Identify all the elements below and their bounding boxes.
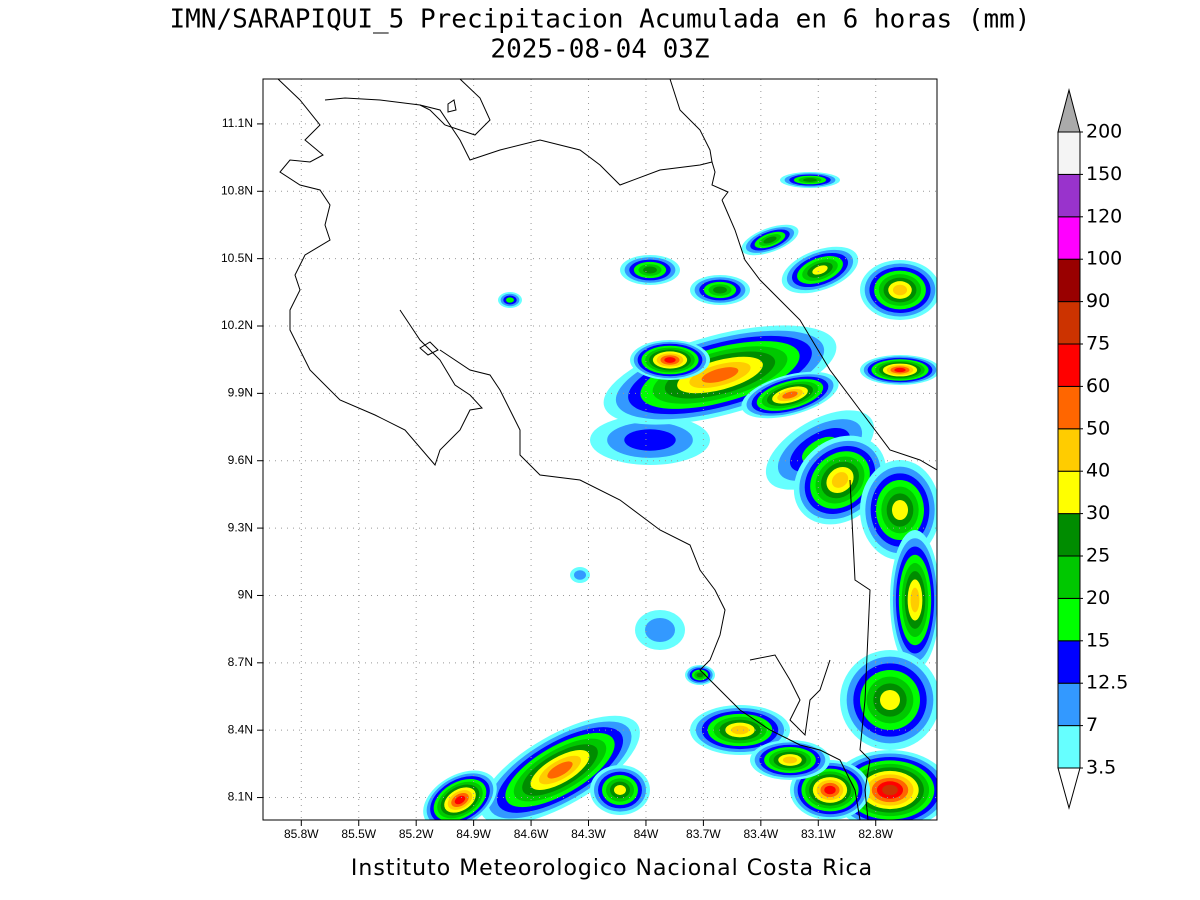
y-tick-label: 8.1N xyxy=(228,790,253,804)
precip-contour xyxy=(624,429,676,451)
x-tick-label: 82.8W xyxy=(858,827,893,841)
precip-contour xyxy=(643,266,657,274)
colorbar-label: 90 xyxy=(1086,290,1110,312)
colorbar-label: 120 xyxy=(1086,205,1122,227)
colorbar-over xyxy=(1057,88,1081,133)
title: IMN/SARAPIQUI_5 Precipitacion Acumulada … xyxy=(170,5,1031,35)
colorbar-segment xyxy=(1057,640,1081,684)
colorbar-segment xyxy=(1057,258,1081,303)
precip-contour xyxy=(894,367,906,373)
lake-nicaragua xyxy=(419,79,491,136)
y-tick-label: 10.5N xyxy=(221,251,253,265)
peninsula xyxy=(749,654,831,737)
precip-contour xyxy=(824,785,836,795)
nicaragua-coast xyxy=(669,79,713,163)
precip-contour xyxy=(910,587,920,613)
colorbar-label: 25 xyxy=(1086,545,1110,567)
colorbar-segment xyxy=(1057,301,1081,345)
colorbar-label: 12.5 xyxy=(1086,672,1128,694)
y-tick-label: 8.7N xyxy=(228,655,253,669)
colorbar-segment xyxy=(1057,470,1081,515)
precip-contour xyxy=(696,672,704,678)
grid: 85.8W 85.5W 85.2W 84.9W 84.6W 84.3W 84W 83.7W 83… xyxy=(221,79,937,841)
colorbar-segment xyxy=(1057,131,1081,175)
y-tick-label: 11.1N xyxy=(222,116,253,130)
y-tick-label: 9N xyxy=(238,588,253,602)
precip-contour xyxy=(454,795,466,805)
precip-contour xyxy=(506,297,514,303)
colorbar-label: 7 xyxy=(1086,714,1098,736)
x-tick-label: 83.7W xyxy=(686,827,721,841)
coastlines xyxy=(277,79,937,820)
colorbar-label: 200 xyxy=(1086,121,1122,143)
precip-field xyxy=(423,172,937,820)
colorbar-segment xyxy=(1057,216,1081,260)
x-tick-label: 83.1W xyxy=(801,827,836,841)
colorbar-label: 40 xyxy=(1086,460,1110,482)
precip-contour xyxy=(645,618,675,642)
caribbean-coast xyxy=(721,199,937,471)
x-tick-label: 84W xyxy=(634,827,659,841)
x-tick-label: 85.5W xyxy=(341,827,376,841)
precip-contour xyxy=(782,756,798,764)
colorbar-segment xyxy=(1057,428,1081,472)
precip-contour xyxy=(882,784,898,796)
x-tick-label: 83.4W xyxy=(743,827,778,841)
colorbar-segment xyxy=(1057,385,1081,430)
map-frame xyxy=(262,78,938,821)
colorbar-label: 15 xyxy=(1086,629,1110,651)
y-tick-label: 9.9N xyxy=(228,386,253,400)
precip-contour xyxy=(892,500,908,520)
colorbar-label: 100 xyxy=(1086,248,1122,270)
subtitle: 2025-08-04 03Z xyxy=(490,35,709,65)
y-tick-label: 8.4N xyxy=(228,722,253,736)
y-tick-label: 10.2N xyxy=(221,318,253,332)
colorbar-segment xyxy=(1057,343,1081,387)
precip-contour xyxy=(713,286,727,294)
precip-contour xyxy=(701,367,739,383)
colorbar-label: 30 xyxy=(1086,502,1110,524)
precip-contour xyxy=(614,785,626,795)
precip-contour xyxy=(782,391,798,399)
x-tick-label: 84.9W xyxy=(456,827,491,841)
y-tick-label: 9.6N xyxy=(228,453,253,467)
colorbar-segment xyxy=(1057,682,1081,727)
x-tick-label: 84.3W xyxy=(571,827,606,841)
precip-contour xyxy=(892,284,908,296)
colorbar-label: 3.5 xyxy=(1086,757,1116,779)
precip-contour xyxy=(547,761,573,779)
y-tick-label: 10.8N xyxy=(221,183,253,197)
panama-border xyxy=(849,479,871,820)
precip-contour xyxy=(831,472,849,488)
colorbar-label: 20 xyxy=(1086,587,1110,609)
colorbar-segment xyxy=(1057,725,1081,769)
colorbar-segment xyxy=(1057,513,1081,557)
footer: Instituto Meteorologico Nacional Costa R… xyxy=(351,856,873,881)
precip-contour xyxy=(574,570,586,580)
colorbar-label: 60 xyxy=(1086,375,1110,397)
pacific-coast xyxy=(277,79,861,820)
precip-contour xyxy=(812,265,828,275)
lake xyxy=(419,99,457,356)
y-tick-label: 9.3N xyxy=(228,520,253,534)
precip-contour xyxy=(880,690,900,710)
x-tick-label: 85.2W xyxy=(399,827,434,841)
colorbar-segment xyxy=(1057,597,1081,642)
colorbar-label: 50 xyxy=(1086,417,1110,439)
colorbar: 3.5 7 12.5 15 20 25 30 40 50 60 75 90 100 120 150 200 xyxy=(1057,88,1128,810)
x-tick-label: 85.8W xyxy=(284,827,319,841)
precip-contour xyxy=(731,725,749,735)
colorbar-segment xyxy=(1057,173,1081,218)
colorbar-label: 75 xyxy=(1086,333,1110,355)
precip-contour xyxy=(763,236,777,244)
precip-contour xyxy=(803,178,817,182)
precip-contour xyxy=(664,357,676,363)
colorbar-segment xyxy=(1057,555,1081,599)
x-tick-label: 84.6W xyxy=(514,827,549,841)
colorbar-label: 150 xyxy=(1086,163,1122,185)
